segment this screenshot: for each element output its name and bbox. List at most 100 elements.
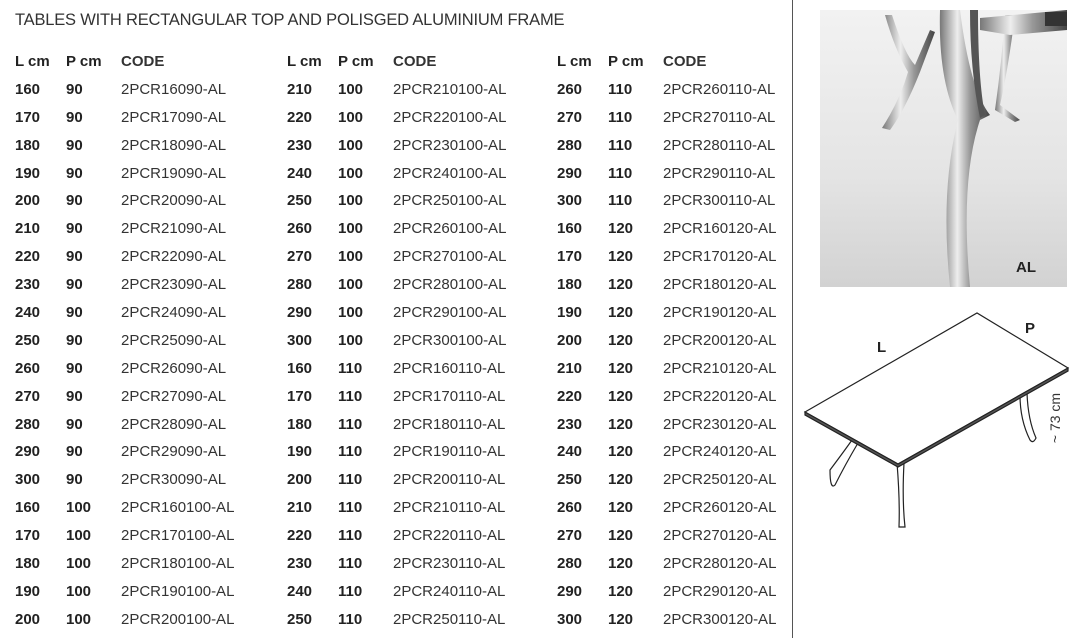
code-cell: 2PCR260110-AL	[663, 80, 776, 98]
length-cell: 300	[15, 471, 41, 489]
depth-cell: 110	[608, 108, 633, 126]
length-cell: 210	[287, 499, 313, 517]
length-cell: 250	[287, 610, 313, 628]
code-cell: 2PCR210100-AL	[393, 80, 507, 98]
length-cell: 230	[287, 136, 313, 154]
code-cell: 2PCR220100-AL	[393, 108, 507, 126]
length-cell: 170	[287, 387, 313, 405]
code-cell: 2PCR160110-AL	[393, 359, 506, 377]
length-cell: 290	[557, 164, 583, 182]
depth-cell: 120	[608, 276, 634, 294]
length-cell: 280	[287, 276, 313, 294]
code-cell: 2PCR19090-AL	[121, 164, 227, 182]
length-cell: 170	[15, 527, 41, 545]
length-cell: 190	[15, 582, 41, 600]
depth-label: P	[1025, 320, 1036, 337]
length-cell: 300	[557, 610, 583, 628]
length-cell: 170	[15, 108, 41, 126]
length-cell: 240	[287, 582, 313, 600]
length-cell: 220	[287, 527, 313, 545]
code-cell: 2PCR270120-AL	[663, 527, 777, 545]
depth-cell: 110	[338, 527, 363, 545]
depth-cell: 110	[338, 443, 363, 461]
code-cell: 2PCR170100-AL	[121, 527, 235, 545]
length-cell: 270	[557, 108, 583, 126]
code-cell: 2PCR17090-AL	[121, 108, 227, 126]
depth-cell: 100	[338, 80, 364, 98]
depth-cell: 90	[66, 359, 83, 377]
depth-cell: 110	[338, 610, 363, 628]
length-cell: 290	[287, 304, 313, 322]
depth-cell: 90	[66, 80, 83, 98]
depth-cell: 90	[66, 220, 83, 238]
depth-cell: 100	[66, 610, 92, 628]
code-cell: 2PCR250110-AL	[393, 610, 506, 628]
depth-cell: 110	[338, 415, 363, 433]
depth-cell: 110	[608, 164, 633, 182]
header-depth: P cm	[608, 53, 644, 70]
depth-cell: 110	[338, 387, 363, 405]
length-cell: 250	[15, 331, 41, 349]
code-cell: 2PCR28090-AL	[121, 415, 227, 433]
length-cell: 280	[557, 555, 583, 573]
code-cell: 2PCR27090-AL	[121, 387, 227, 405]
code-cell: 2PCR290100-AL	[393, 304, 507, 322]
header-depth: P cm	[338, 53, 374, 70]
header-depth: P cm	[66, 53, 102, 70]
code-cell: 2PCR290110-AL	[663, 164, 776, 182]
code-cell: 2PCR210110-AL	[393, 499, 506, 517]
code-cell: 2PCR290120-AL	[663, 582, 777, 600]
code-cell: 2PCR280100-AL	[393, 276, 507, 294]
length-cell: 180	[15, 555, 41, 573]
code-cell: 2PCR260120-AL	[663, 499, 777, 517]
code-cell: 2PCR180100-AL	[121, 555, 235, 573]
depth-cell: 100	[338, 220, 364, 238]
depth-cell: 110	[338, 555, 363, 573]
code-cell: 2PCR170120-AL	[663, 248, 777, 266]
depth-cell: 90	[66, 108, 83, 126]
length-cell: 260	[557, 80, 583, 98]
code-cell: 2PCR270110-AL	[663, 108, 776, 126]
code-cell: 2PCR240120-AL	[663, 443, 777, 461]
length-cell: 270	[557, 527, 583, 545]
code-cell: 2PCR26090-AL	[121, 359, 227, 377]
length-cell: 160	[15, 80, 41, 98]
depth-cell: 90	[66, 248, 83, 266]
depth-cell: 110	[608, 192, 633, 210]
depth-cell: 120	[608, 555, 634, 573]
depth-cell: 100	[338, 136, 364, 154]
depth-cell: 90	[66, 304, 83, 322]
length-cell: 200	[287, 471, 313, 489]
depth-cell: 110	[608, 136, 633, 154]
header-code: CODE	[393, 53, 437, 70]
depth-cell: 110	[608, 80, 633, 98]
length-cell: 200	[557, 331, 583, 349]
height-label: ~ 73 cm	[1047, 392, 1064, 444]
depth-cell: 110	[338, 359, 363, 377]
depth-cell: 120	[608, 304, 634, 322]
code-cell: 2PCR170110-AL	[393, 387, 506, 405]
length-cell: 190	[287, 443, 313, 461]
code-cell: 2PCR230120-AL	[663, 415, 777, 433]
length-cell: 220	[15, 248, 41, 266]
length-cell: 230	[557, 415, 583, 433]
depth-cell: 110	[338, 582, 363, 600]
length-cell: 200	[15, 192, 41, 210]
code-cell: 2PCR280120-AL	[663, 555, 777, 573]
length-cell: 260	[287, 220, 313, 238]
length-cell: 260	[15, 359, 41, 377]
depth-cell: 90	[66, 164, 83, 182]
length-cell: 250	[287, 192, 313, 210]
depth-cell: 100	[66, 582, 92, 600]
depth-cell: 100	[338, 331, 364, 349]
depth-cell: 100	[66, 499, 92, 517]
code-cell: 2PCR21090-AL	[121, 220, 227, 238]
code-cell: 2PCR190120-AL	[663, 304, 777, 322]
depth-cell: 100	[338, 304, 364, 322]
length-cell: 270	[15, 387, 41, 405]
length-cell: 210	[15, 220, 41, 238]
code-cell: 2PCR23090-AL	[121, 276, 227, 294]
code-cell: 2PCR240100-AL	[393, 164, 507, 182]
finish-label: AL	[1016, 259, 1036, 276]
length-cell: 160	[557, 220, 583, 238]
